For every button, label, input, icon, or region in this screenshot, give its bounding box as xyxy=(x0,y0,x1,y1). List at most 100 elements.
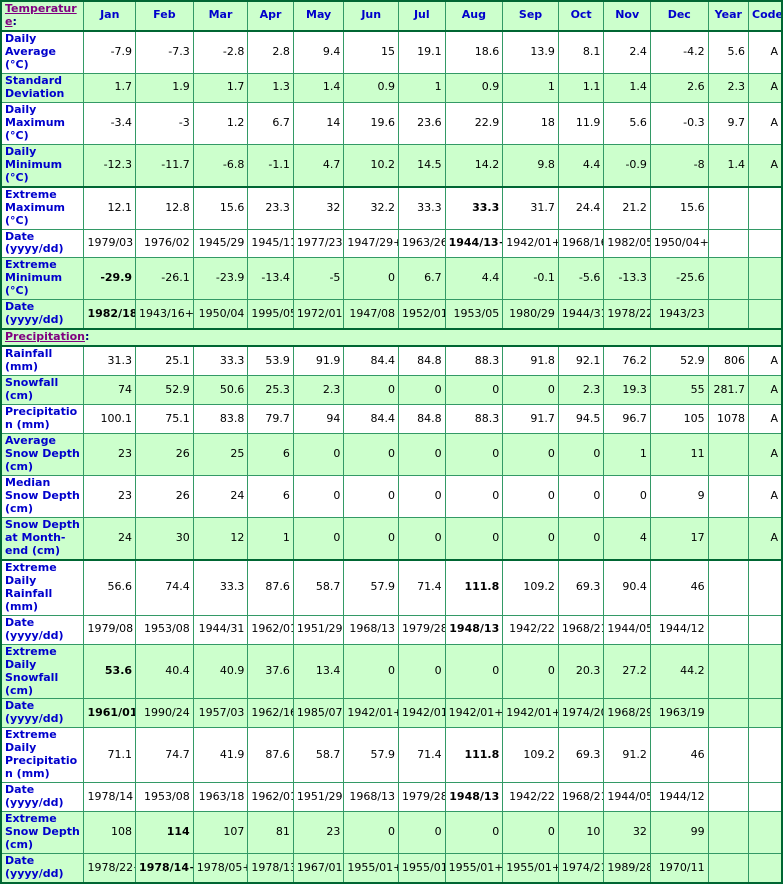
data-cell: 83.8 xyxy=(192,404,249,435)
data-cell: 1979/28 xyxy=(398,782,446,813)
data-cell: 109.2 xyxy=(502,727,559,784)
data-cell xyxy=(748,614,783,645)
data-cell: 1974/20 xyxy=(557,698,605,729)
data-cell: A xyxy=(748,474,783,518)
data-cell: 37.6 xyxy=(247,643,294,700)
data-cell: -0.9 xyxy=(603,143,651,188)
data-cell: 41.9 xyxy=(192,727,249,784)
data-cell: 0 xyxy=(502,433,559,476)
data-cell: 12.8 xyxy=(135,185,194,230)
data-cell: 88.3 xyxy=(444,404,504,435)
data-cell: 1968/16 xyxy=(557,228,605,259)
data-cell: 1950/04+ xyxy=(649,228,709,259)
data-cell: 84.4 xyxy=(343,404,400,435)
data-cell: 0 xyxy=(398,433,446,476)
data-cell: 58.7 xyxy=(292,558,345,616)
data-cell: 6.7 xyxy=(247,101,294,145)
data-cell: 0 xyxy=(398,516,446,561)
data-cell: 1944/31 xyxy=(557,299,605,330)
data-cell: 281.7 xyxy=(707,375,750,406)
data-cell: 18.6 xyxy=(444,30,504,74)
data-cell: 33.3 xyxy=(398,185,446,230)
data-cell: 24 xyxy=(83,516,137,561)
precipitation-link[interactable]: Precipitation xyxy=(5,330,85,344)
data-cell: 0 xyxy=(343,257,400,301)
data-cell: 40.4 xyxy=(135,643,194,700)
row-label: Daily Minimum (°C) xyxy=(0,143,85,188)
temperature-link[interactable]: Temperature xyxy=(5,2,77,28)
row-label: Daily Average (°C) xyxy=(0,30,85,74)
data-cell: 84.8 xyxy=(398,404,446,435)
data-cell: 1942/01+ xyxy=(398,698,446,729)
header-label-cell: Temperature: xyxy=(0,0,85,32)
data-cell xyxy=(748,727,783,784)
data-cell: 0 xyxy=(502,516,559,561)
data-cell: 1980/29 xyxy=(502,299,559,330)
data-cell: 76.2 xyxy=(603,345,651,377)
data-cell: 84.8 xyxy=(398,345,446,377)
data-cell: 1968/21 xyxy=(557,614,605,645)
data-cell xyxy=(748,698,783,729)
data-cell: 0 xyxy=(444,433,504,476)
data-cell xyxy=(707,811,750,855)
data-cell: 0 xyxy=(444,375,504,406)
data-cell: 0 xyxy=(502,643,559,700)
data-cell: 1943/16+ xyxy=(135,299,194,330)
row-daily-average-c-0-0: Daily Average (°C) -7.9 -7.3 -2.8 2.8 9.4 15 19… xyxy=(0,30,783,74)
data-cell: 40.9 xyxy=(192,643,249,700)
data-cell: 0 xyxy=(292,516,345,561)
data-cell: -4.2 xyxy=(649,30,709,74)
data-cell: 23.6 xyxy=(398,101,446,145)
data-cell: 0 xyxy=(444,474,504,518)
data-cell: 24.4 xyxy=(557,185,605,230)
data-cell: 71.1 xyxy=(83,727,137,784)
data-cell: -12.3 xyxy=(83,143,137,188)
data-cell: 1944/13+ xyxy=(444,228,504,259)
row-label: Standard Deviation xyxy=(0,72,85,103)
row-label: Snowfall (cm) xyxy=(0,375,85,406)
col-header-jul: Jul xyxy=(398,0,446,32)
row-precipitation-mm-1-2: Precipitation (mm) 100.1 75.1 83.8 79.7 94 84.… xyxy=(0,404,783,435)
data-cell: 12 xyxy=(192,516,249,561)
data-cell: 1947/08 xyxy=(343,299,400,330)
data-cell: 1951/29 xyxy=(292,782,345,813)
data-cell: 13.4 xyxy=(292,643,345,700)
data-cell: 33.3 xyxy=(192,558,249,616)
row-extreme-minimum-c-0-6: Extreme Minimum (°C) -29.9 -26.1 -23.9 -13.4… xyxy=(0,257,783,301)
data-cell xyxy=(707,558,750,616)
data-cell: 14.5 xyxy=(398,143,446,188)
data-cell: 5.6 xyxy=(707,30,750,74)
row-extreme-snow-depth-cm-1-12: Extreme Snow Depth (cm) 108 114 107 81 23 0 0 0 0… xyxy=(0,811,783,855)
data-cell: -8 xyxy=(649,143,709,188)
data-cell: -29.9 xyxy=(83,257,137,301)
row-label: Date (yyyy/dd) xyxy=(0,698,85,729)
data-cell: -1.1 xyxy=(247,143,294,188)
data-cell: -25.6 xyxy=(649,257,709,301)
row-standard-deviation-0-1: Standard Deviation 1.7 1.9 1.7 1.3 1.4 0.9 1 0.9… xyxy=(0,72,783,103)
precipitation-colon: : xyxy=(84,330,90,344)
data-cell: 46 xyxy=(649,727,709,784)
data-cell: 1963/18 xyxy=(192,782,249,813)
data-cell: 88.3 xyxy=(444,345,504,377)
data-cell: 1955/01+ xyxy=(343,853,400,884)
data-cell: 15.6 xyxy=(649,185,709,230)
data-cell: 1944/05 xyxy=(603,782,651,813)
data-cell: 52.9 xyxy=(649,345,709,377)
row-date-yyyy-dd-1-11: Date (yyyy/dd) 1978/14 1953/08 1963/18 1962/… xyxy=(0,782,783,813)
data-cell: 1943/23 xyxy=(649,299,709,330)
data-cell: 2.3 xyxy=(557,375,605,406)
data-cell: 17 xyxy=(649,516,709,561)
data-cell: 1953/05 xyxy=(444,299,504,330)
data-cell: 1 xyxy=(247,516,294,561)
data-cell xyxy=(748,782,783,813)
data-cell: 19.3 xyxy=(603,375,651,406)
row-label: Extreme Snow Depth (cm) xyxy=(0,811,85,855)
row-label: Date (yyyy/dd) xyxy=(0,614,85,645)
data-cell xyxy=(748,811,783,855)
data-cell: 0 xyxy=(557,516,605,561)
data-cell xyxy=(748,257,783,301)
data-cell xyxy=(707,727,750,784)
data-cell: 1 xyxy=(398,72,446,103)
